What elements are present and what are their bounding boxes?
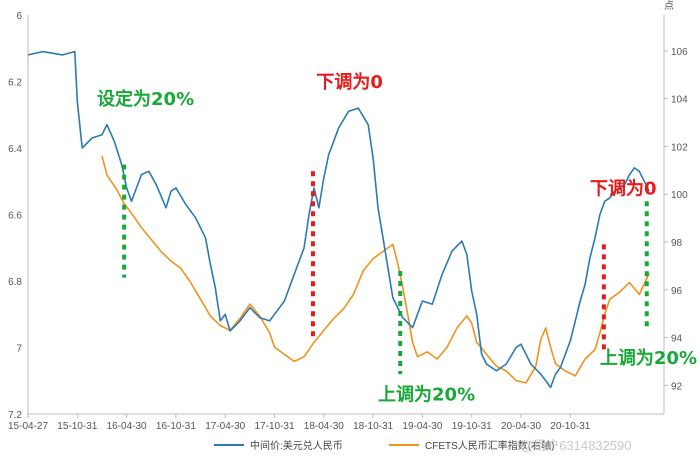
legend-label: 中间价:美元兑人民币 — [250, 439, 343, 452]
annotation-label: 下调为0 — [316, 71, 383, 93]
y-right-tick-label: 102 — [671, 142, 688, 153]
series-line — [101, 155, 650, 384]
annotation-label: 设定为20% — [97, 88, 194, 110]
x-tick-label: 18-04-30 — [304, 421, 344, 432]
annotation-label: 上调为20% — [378, 384, 475, 406]
x-tick-label: 17-10-31 — [254, 421, 294, 432]
y-left-tick-label: 7 — [16, 344, 22, 355]
x-tick-label: 19-04-30 — [402, 421, 442, 432]
y-left-tick-label: 6.4 — [8, 144, 22, 155]
x-tick-label: 16-04-30 — [107, 421, 147, 432]
y-left-tick-label: 6.2 — [8, 78, 22, 89]
y-left-tick-label: 6.6 — [8, 211, 22, 222]
x-tick-label: 15-10-31 — [57, 421, 97, 432]
y-right-tick-label: 96 — [671, 286, 683, 297]
y-right-tick-label: 106 — [671, 47, 688, 58]
y-left-tick-label: 7.2 — [8, 410, 22, 421]
legend-label: CFETS人民币汇率指数(右轴) — [425, 439, 554, 452]
x-tick-label: 20-04-30 — [501, 421, 541, 432]
y-left-tick-label: 6.8 — [8, 277, 22, 288]
series-group — [27, 50, 650, 389]
y-right-tick-label: 94 — [671, 334, 683, 345]
series-line — [27, 50, 650, 389]
annotation-label: 下调为0 — [590, 178, 657, 200]
y-left-tick-label: 6 — [16, 11, 22, 22]
annotations: 设定为20% 下调为0 上调为20% 下调为0 上调为20% — [97, 71, 697, 406]
x-tick-label: 17-04-30 — [205, 421, 245, 432]
watermark: @用户6314832590 — [520, 438, 632, 453]
ticks: 6 6.2 6.4 6.6 6.8 7 7.2 106 104 102 100 98 96 94 92 15-… — [8, 11, 688, 432]
y-right-tick-label: 100 — [671, 190, 688, 201]
y-right-tick-label: 104 — [671, 95, 688, 106]
axes: 点 — [27, 0, 674, 415]
annotation-label: 上调为20% — [600, 347, 697, 369]
x-tick-label: 19-10-31 — [452, 421, 492, 432]
legend: 中间价:美元兑人民币 CFETS人民币汇率指数(右轴) — [214, 439, 554, 452]
x-tick-label: 15-04-27 — [8, 421, 48, 432]
y-right-tick-label: 92 — [671, 381, 683, 392]
x-tick-label: 18-10-31 — [353, 421, 393, 432]
y-right-tick-label: 98 — [671, 238, 683, 249]
x-tick-label: 16-10-31 — [156, 421, 196, 432]
x-tick-label: 20-10-31 — [550, 421, 590, 432]
right-axis-unit: 点 — [664, 0, 674, 12]
